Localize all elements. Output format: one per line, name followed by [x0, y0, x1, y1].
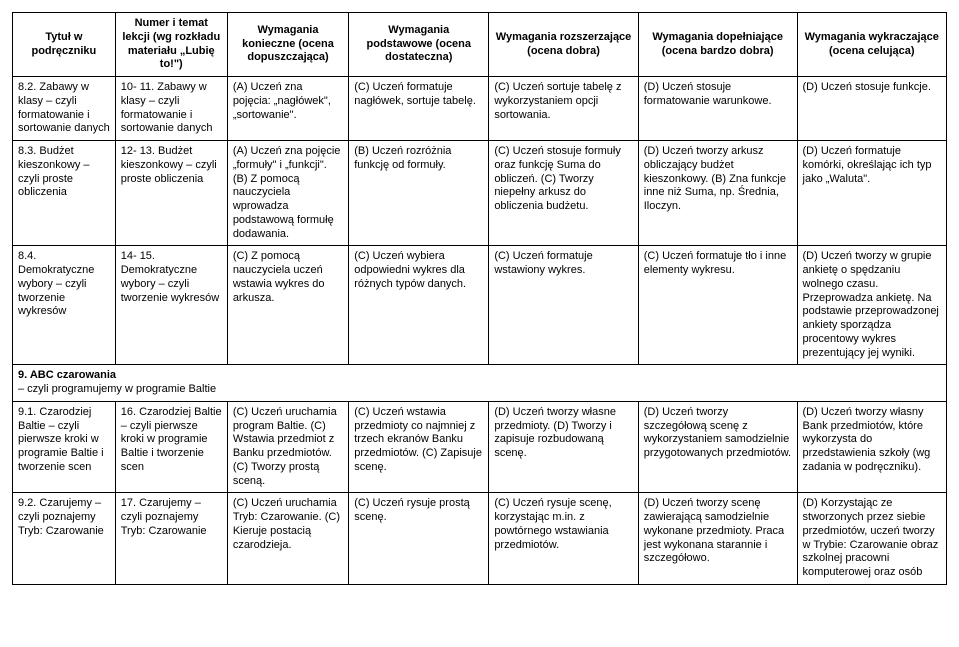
header-lesson: Numer i temat lekcji (wg rozkładu materi…	[115, 13, 227, 77]
table-cell: (C) Uczeń sortuje tabelę z wykorzystanie…	[489, 77, 638, 141]
section-title: 9. ABC czarowania	[18, 369, 116, 381]
table-cell: (C) Uczeń uruchamia Tryb: Czarowanie. (C…	[227, 493, 348, 585]
table-cell: (C) Uczeń formatuje nagłówek, sortuje ta…	[349, 77, 489, 141]
table-cell: 10- 11. Zabawy w klasy – czyli formatowa…	[115, 77, 227, 141]
header-req-extending: Wymagania rozszerzające (ocena dobra)	[489, 13, 638, 77]
section-subtitle: – czyli programujemy w programie Baltie	[18, 383, 216, 395]
table-cell: (D) Uczeń tworzy własne przedmioty. (D) …	[489, 401, 638, 493]
section-cell: 9. ABC czarowania – czyli programujemy w …	[13, 365, 947, 402]
table-cell: 17. Czarujemy – czyli poznajemy Tryb: Cz…	[115, 493, 227, 585]
table-cell: 8.2. Zabawy w klasy – czyli formatowanie…	[13, 77, 116, 141]
table-cell: (D) Uczeń tworzy w grupie ankietę o spęd…	[797, 246, 946, 365]
table-cell: 14- 15. Demokratyczne wybory – czyli two…	[115, 246, 227, 365]
table-cell: (C) Uczeń formatuje tło i inne elementy …	[638, 246, 797, 365]
table-cell: (C) Uczeń uruchamia program Baltie. (C) …	[227, 401, 348, 493]
header-row: Tytuł w podręczniku Numer i temat lekcji…	[13, 13, 947, 77]
table-row: 9.1. Czarodziej Baltie – czyli pierwsze …	[13, 401, 947, 493]
table-cell: (D) Korzystając ze stworzonych przez sie…	[797, 493, 946, 585]
header-title: Tytuł w podręczniku	[13, 13, 116, 77]
table-cell: (A) Uczeń zna pojęcia: „nagłówek", „sort…	[227, 77, 348, 141]
table-cell: (B) Uczeń rozróżnia funkcję od formuły.	[349, 141, 489, 246]
header-req-complementary: Wymagania dopełniające (ocena bardzo dob…	[638, 13, 797, 77]
table-cell: (C) Uczeń rysuje scenę, korzystając m.in…	[489, 493, 638, 585]
table-cell: (C) Uczeń wybiera odpowiedni wykres dla …	[349, 246, 489, 365]
table-cell: 8.3. Budżet kieszonkowy – czyli proste o…	[13, 141, 116, 246]
table-cell: 12- 13. Budżet kieszonkowy – czyli prost…	[115, 141, 227, 246]
table-cell: (C) Uczeń rysuje prostą scenę.	[349, 493, 489, 585]
table-cell: (D) Uczeń tworzy scenę zawierającą samod…	[638, 493, 797, 585]
header-req-exceeding: Wymagania wykraczające (ocena celująca)	[797, 13, 946, 77]
table-row: 8.4. Demokratyczne wybory – czyli tworze…	[13, 246, 947, 365]
table-row: 8.2. Zabawy w klasy – czyli formatowanie…	[13, 77, 947, 141]
table-cell: (C) Z pomocą nauczyciela uczeń wstawia w…	[227, 246, 348, 365]
table-cell: (D) Uczeń stosuje funkcje.	[797, 77, 946, 141]
table-cell: (D) Uczeń tworzy szczegółową scenę z wyk…	[638, 401, 797, 493]
table-row: 8.3. Budżet kieszonkowy – czyli proste o…	[13, 141, 947, 246]
table-cell: (C) Uczeń wstawia przedmioty co najmniej…	[349, 401, 489, 493]
curriculum-table: Tytuł w podręczniku Numer i temat lekcji…	[12, 12, 947, 585]
table-cell: 9.1. Czarodziej Baltie – czyli pierwsze …	[13, 401, 116, 493]
table-row: 9.2. Czarujemy – czyli poznajemy Tryb: C…	[13, 493, 947, 585]
table-cell: (D) Uczeń tworzy własny Bank przedmiotów…	[797, 401, 946, 493]
table-cell: 9.2. Czarujemy – czyli poznajemy Tryb: C…	[13, 493, 116, 585]
table-cell: (A) Uczeń zna pojęcie „formuły" i „funkc…	[227, 141, 348, 246]
table-cell: (C) Uczeń formatuje wstawiony wykres.	[489, 246, 638, 365]
header-req-necessary: Wymagania konieczne (ocena dopuszczająca…	[227, 13, 348, 77]
table-row: 9. ABC czarowania – czyli programujemy w …	[13, 365, 947, 402]
header-req-basic: Wymagania podstawowe (ocena dostateczna)	[349, 13, 489, 77]
table-cell: (D) Uczeń stosuje formatowanie warunkowe…	[638, 77, 797, 141]
table-cell: 8.4. Demokratyczne wybory – czyli tworze…	[13, 246, 116, 365]
table-cell: (D) Uczeń formatuje komórki, określając …	[797, 141, 946, 246]
table-cell: (D) Uczeń tworzy arkusz obliczający budż…	[638, 141, 797, 246]
table-cell: 16. Czarodziej Baltie – czyli pierwsze k…	[115, 401, 227, 493]
table-cell: (C) Uczeń stosuje formuły oraz funkcję S…	[489, 141, 638, 246]
